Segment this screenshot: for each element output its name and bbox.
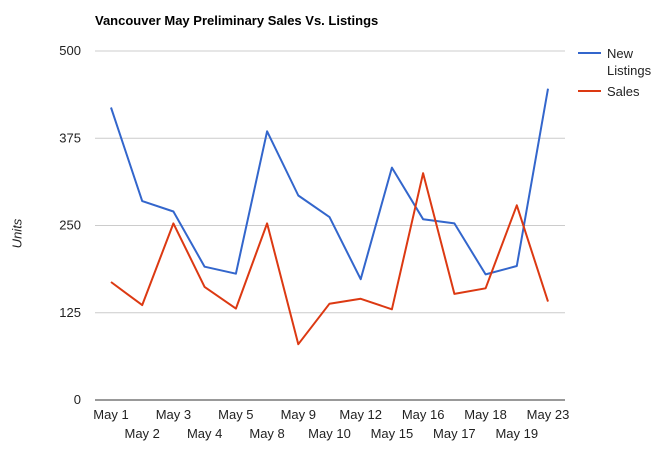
y-tick-label: 0 bbox=[74, 392, 81, 407]
y-tick-label: 125 bbox=[59, 305, 81, 320]
legend-label: Sales bbox=[607, 84, 640, 99]
x-tick-label: May 8 bbox=[249, 426, 284, 441]
x-tick-label: May 19 bbox=[495, 426, 538, 441]
y-tick-label: 250 bbox=[59, 218, 81, 233]
y-tick-label: 375 bbox=[59, 130, 81, 145]
series-line-new-listings bbox=[110, 88, 549, 281]
x-tick-label: May 2 bbox=[125, 426, 160, 441]
y-tick-label: 500 bbox=[59, 43, 81, 58]
x-tick-label: May 4 bbox=[187, 426, 222, 441]
x-tick-label: May 17 bbox=[433, 426, 476, 441]
x-tick-label: May 23 bbox=[527, 407, 570, 422]
series-line-sales bbox=[110, 172, 549, 346]
x-tick-label: May 5 bbox=[218, 407, 253, 422]
x-tick-label: May 15 bbox=[371, 426, 414, 441]
x-tick-label: May 10 bbox=[308, 426, 351, 441]
x-tick-label: May 12 bbox=[339, 407, 382, 422]
x-tick-label: May 3 bbox=[156, 407, 191, 422]
x-tick-label: May 18 bbox=[464, 407, 507, 422]
x-tick-label: May 16 bbox=[402, 407, 445, 422]
legend-label: New Listings bbox=[607, 46, 652, 78]
x-tick-label: May 9 bbox=[281, 407, 316, 422]
chart-title: Vancouver May Preliminary Sales Vs. List… bbox=[95, 13, 379, 28]
x-tick-label: May 1 bbox=[93, 407, 128, 422]
